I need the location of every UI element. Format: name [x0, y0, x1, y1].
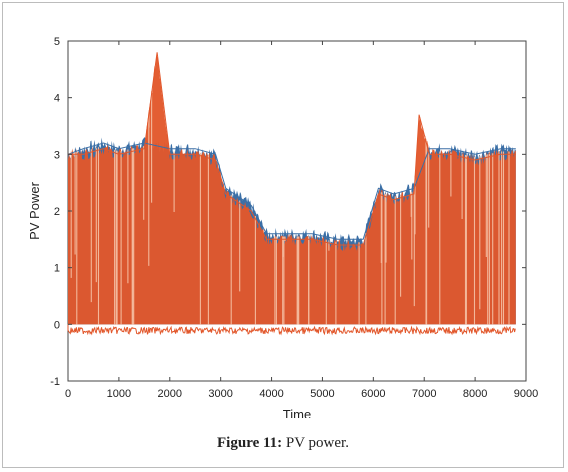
y-tick-label: 1	[54, 263, 60, 275]
x-tick-label: 3000	[208, 388, 232, 400]
x-tick-label: 1000	[107, 388, 131, 400]
figure-frame: 0 1000 2000 3000 4000 5000 6000 7000 8000 9000 -1 0…	[2, 2, 564, 468]
figure-caption-label: Figure 11:	[217, 435, 283, 451]
x-tick-label: 8000	[463, 388, 487, 400]
chart-area: 0 1000 2000 3000 4000 5000 6000 7000 8000 9000 -1 0…	[13, 13, 553, 422]
x-tick-label: 2000	[158, 388, 182, 400]
y-tick-label: 4	[54, 93, 60, 105]
y-tick-label: 2	[54, 206, 60, 218]
y-tick-label: 3	[54, 149, 60, 161]
series-2-area	[68, 56, 516, 325]
y-axis-label: PV Power	[27, 181, 42, 239]
x-tick-label: 4000	[259, 388, 283, 400]
x-tick-label: 9000	[514, 388, 538, 400]
x-tick-label: 7000	[412, 388, 436, 400]
x-tick-label: 0	[65, 388, 71, 400]
y-tick-label: -1	[50, 376, 60, 388]
figure-caption: Figure 11: PV power.	[3, 435, 563, 452]
x-tick-label: 5000	[310, 388, 334, 400]
x-axis-label: Time	[283, 407, 311, 418]
x-tick-label: 6000	[361, 388, 385, 400]
series-2-line	[68, 52, 516, 246]
figure-caption-text: PV power.	[285, 435, 349, 451]
baseline-noise	[67, 324, 516, 336]
y-tick-label: 0	[54, 319, 60, 331]
pv-power-chart: 0 1000 2000 3000 4000 5000 6000 7000 8000 9000 -1 0…	[27, 36, 538, 422]
y-tick-label: 5	[54, 36, 60, 48]
series-1-line	[67, 142, 516, 240]
